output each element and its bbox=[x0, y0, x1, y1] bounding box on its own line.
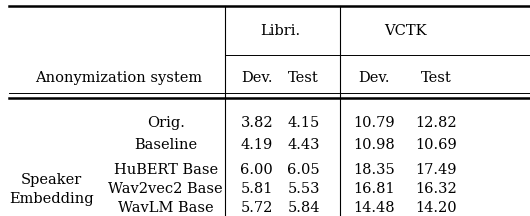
Text: Baseline: Baseline bbox=[134, 138, 197, 152]
Text: 5.81: 5.81 bbox=[241, 182, 273, 196]
Text: 17.49: 17.49 bbox=[416, 163, 457, 177]
Text: 3.82: 3.82 bbox=[241, 116, 273, 130]
Text: HuBERT Base: HuBERT Base bbox=[113, 163, 218, 177]
Text: Speaker
Embedding: Speaker Embedding bbox=[9, 173, 93, 206]
Text: Anonymization system: Anonymization system bbox=[35, 71, 202, 85]
Text: 5.53: 5.53 bbox=[287, 182, 320, 196]
Text: 18.35: 18.35 bbox=[353, 163, 395, 177]
Text: 14.48: 14.48 bbox=[353, 201, 395, 215]
Text: 6.00: 6.00 bbox=[240, 163, 273, 177]
Text: VCTK: VCTK bbox=[384, 24, 426, 38]
Text: 10.79: 10.79 bbox=[353, 116, 395, 130]
Text: 16.32: 16.32 bbox=[416, 182, 457, 196]
Text: WavLM Base: WavLM Base bbox=[118, 201, 214, 215]
Text: 4.19: 4.19 bbox=[241, 138, 273, 152]
Text: 16.81: 16.81 bbox=[353, 182, 395, 196]
Text: Wav2vec2 Base: Wav2vec2 Base bbox=[108, 182, 223, 196]
Text: Orig.: Orig. bbox=[147, 116, 184, 130]
Text: 5.72: 5.72 bbox=[241, 201, 273, 215]
Text: 14.20: 14.20 bbox=[416, 201, 457, 215]
Text: 10.69: 10.69 bbox=[416, 138, 457, 152]
Text: 4.43: 4.43 bbox=[287, 138, 320, 152]
Text: Test: Test bbox=[288, 71, 319, 85]
Text: Dev.: Dev. bbox=[358, 71, 390, 85]
Text: Test: Test bbox=[421, 71, 452, 85]
Text: 10.98: 10.98 bbox=[353, 138, 395, 152]
Text: 12.82: 12.82 bbox=[416, 116, 457, 130]
Text: 4.15: 4.15 bbox=[287, 116, 320, 130]
Text: Dev.: Dev. bbox=[241, 71, 272, 85]
Text: Libri.: Libri. bbox=[260, 24, 300, 38]
Text: 5.84: 5.84 bbox=[287, 201, 320, 215]
Text: 6.05: 6.05 bbox=[287, 163, 320, 177]
